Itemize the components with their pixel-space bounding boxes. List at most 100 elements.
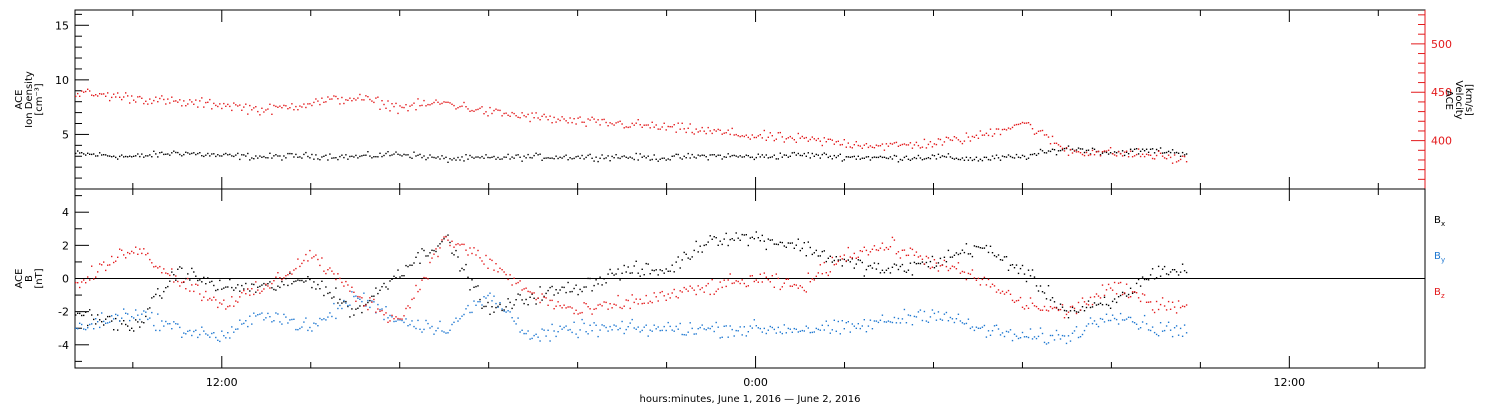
data-point <box>841 320 843 322</box>
data-point <box>387 151 389 153</box>
data-point <box>1029 328 1032 330</box>
data-point <box>503 156 505 158</box>
data-point <box>395 320 397 322</box>
data-point <box>1171 335 1174 338</box>
data-point <box>421 156 423 159</box>
data-point <box>583 121 585 123</box>
data-point <box>1025 122 1028 124</box>
data-point <box>785 154 787 156</box>
data-point <box>323 294 325 297</box>
data-point <box>533 334 535 337</box>
data-point <box>475 304 477 306</box>
data-point <box>497 305 499 308</box>
data-point <box>1017 123 1020 126</box>
data-point <box>647 335 649 337</box>
data-point <box>759 327 761 330</box>
data-point <box>391 154 393 156</box>
data-point <box>873 320 876 322</box>
data-point <box>825 141 827 143</box>
data-point <box>1155 277 1158 279</box>
data-point <box>1101 318 1104 320</box>
data-point <box>231 286 233 289</box>
data-point <box>1143 314 1146 317</box>
data-point <box>749 275 751 277</box>
data-point <box>793 151 795 154</box>
data-point <box>359 93 361 96</box>
data-point <box>201 299 203 302</box>
data-point <box>909 159 912 161</box>
data-point <box>725 232 727 235</box>
data-point <box>1015 335 1018 337</box>
data-point <box>739 135 741 138</box>
data-point <box>791 285 793 287</box>
data-point <box>127 313 129 315</box>
data-point <box>693 289 695 291</box>
data-point <box>1123 154 1126 157</box>
data-point <box>105 269 107 272</box>
data-point <box>671 264 673 266</box>
data-point <box>335 287 337 289</box>
velocity-y-tick-label: 450 <box>1431 86 1452 99</box>
data-point <box>223 335 225 337</box>
data-point <box>637 303 639 305</box>
data-point <box>833 154 835 157</box>
data-point <box>531 337 533 340</box>
data-point <box>1045 343 1048 345</box>
data-point <box>289 271 291 273</box>
data-point <box>1059 308 1062 311</box>
data-point <box>717 326 719 328</box>
data-point <box>153 99 155 102</box>
data-point <box>259 285 261 288</box>
data-point <box>979 158 982 160</box>
data-point <box>545 297 547 299</box>
data-point <box>119 248 121 250</box>
data-point <box>961 270 964 273</box>
data-point <box>889 156 892 158</box>
data-point <box>131 156 133 158</box>
data-point <box>775 332 777 334</box>
data-point <box>635 328 637 330</box>
data-point <box>1171 269 1174 271</box>
data-point <box>161 151 163 153</box>
data-point <box>493 109 495 112</box>
data-point <box>945 265 948 268</box>
data-point <box>703 291 705 293</box>
data-point <box>173 274 175 276</box>
data-point <box>177 323 179 325</box>
data-point <box>273 280 275 282</box>
data-point <box>203 276 205 279</box>
data-point <box>347 305 349 308</box>
data-point <box>83 314 85 317</box>
data-point <box>1161 330 1164 332</box>
data-point <box>643 124 645 126</box>
data-point <box>1039 285 1042 287</box>
data-point <box>589 119 591 121</box>
data-point <box>623 155 625 157</box>
data-point <box>271 287 273 289</box>
data-point <box>471 311 473 314</box>
data-point <box>601 284 603 286</box>
data-point <box>113 329 115 331</box>
data-point <box>561 307 563 309</box>
data-point <box>1119 312 1122 315</box>
data-point <box>305 151 307 154</box>
data-point <box>595 156 597 158</box>
data-point <box>487 294 489 297</box>
data-point <box>585 303 587 305</box>
data-point <box>525 332 527 335</box>
data-point <box>223 153 225 156</box>
data-point <box>607 155 609 157</box>
data-point <box>561 157 563 159</box>
data-point <box>883 156 886 158</box>
data-point <box>373 101 375 104</box>
data-point <box>539 286 541 288</box>
data-point <box>987 330 990 332</box>
data-point <box>313 255 315 258</box>
data-point <box>683 286 685 289</box>
data-point <box>469 247 471 249</box>
data-point <box>205 283 207 285</box>
data-point <box>881 314 884 316</box>
data-point <box>81 152 83 154</box>
data-point <box>923 263 926 265</box>
data-point <box>627 326 629 328</box>
